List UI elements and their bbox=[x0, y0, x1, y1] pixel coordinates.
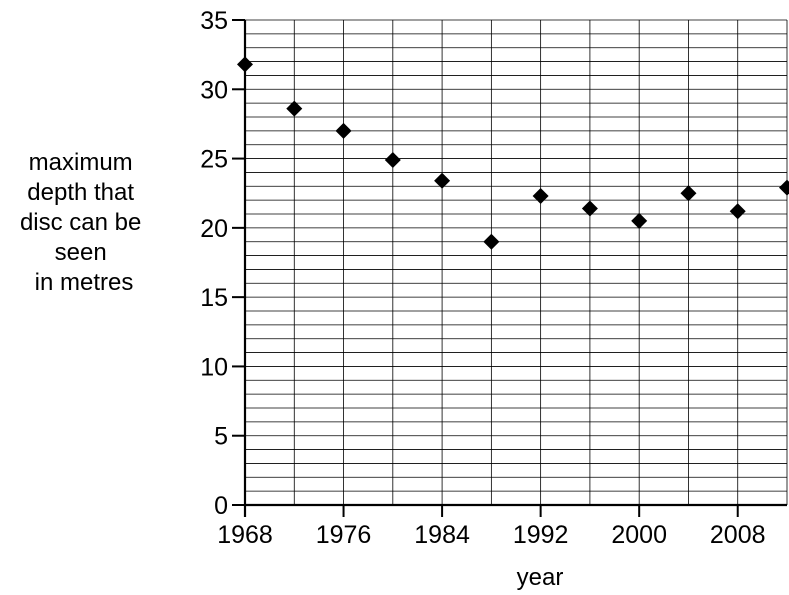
x-tick-label: 2000 bbox=[611, 521, 667, 549]
data-point bbox=[335, 122, 352, 139]
data-point bbox=[434, 172, 451, 189]
data-point bbox=[680, 185, 697, 202]
y-tick-label: 15 bbox=[200, 284, 228, 312]
y-axis-title: maximum depth that disc can be seen in m… bbox=[20, 149, 148, 296]
y-tick-label: 30 bbox=[200, 76, 228, 104]
y-tick-label: 0 bbox=[214, 492, 228, 520]
x-axis-title: year bbox=[517, 564, 564, 591]
x-tick-label: 1976 bbox=[316, 521, 372, 549]
data-point bbox=[631, 212, 648, 229]
y-tick-label: 25 bbox=[200, 146, 228, 174]
data-point bbox=[581, 200, 598, 217]
grid bbox=[244, 19, 788, 506]
y-axis-title-line: seen bbox=[55, 239, 107, 266]
x-tick-label: 1992 bbox=[513, 521, 569, 549]
axes bbox=[243, 20, 787, 517]
y-axis-ticks: 0 5 10 15 20 25 30 35 bbox=[200, 7, 245, 520]
data-point bbox=[779, 179, 789, 196]
data-point bbox=[729, 203, 746, 220]
data-point bbox=[483, 233, 500, 250]
x-tick-label: 1968 bbox=[217, 521, 273, 549]
x-axis-ticks: 1968 1976 1984 1992 2000 2008 bbox=[217, 505, 766, 549]
data-point bbox=[237, 56, 253, 73]
y-tick-label: 10 bbox=[200, 353, 228, 381]
x-tick-label: 2008 bbox=[710, 521, 766, 549]
data-point bbox=[384, 151, 401, 168]
y-tick-label: 35 bbox=[200, 7, 228, 35]
y-axis-title-line: in metres bbox=[35, 269, 134, 296]
data-point bbox=[286, 100, 303, 117]
y-axis-title-line: maximum bbox=[29, 149, 133, 176]
data-point bbox=[532, 187, 549, 204]
x-tick-label: 1984 bbox=[414, 521, 470, 549]
y-axis-title-line: disc can be bbox=[20, 209, 141, 236]
y-tick-label: 5 bbox=[214, 423, 228, 451]
y-axis-title-line: depth that bbox=[27, 179, 134, 206]
data-points bbox=[237, 56, 789, 250]
y-tick-label: 20 bbox=[200, 215, 228, 243]
